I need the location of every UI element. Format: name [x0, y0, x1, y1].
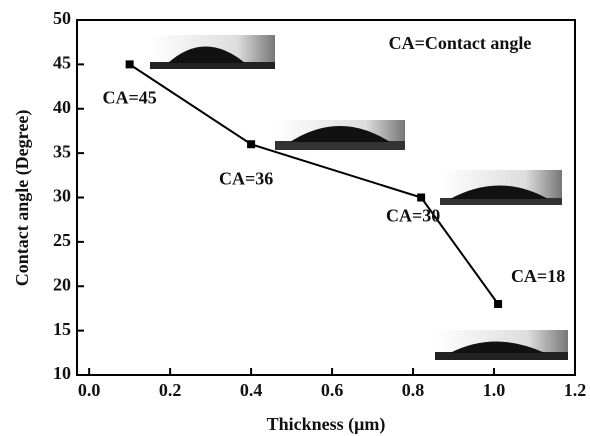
- y-tick-label: 50: [53, 8, 71, 28]
- y-tick-label: 25: [53, 230, 71, 250]
- y-axis-label: Contact angle (Degree): [12, 110, 33, 287]
- droplet-image: [435, 330, 568, 360]
- y-tick-label: 45: [53, 53, 71, 73]
- y-tick-label: 35: [53, 141, 71, 161]
- y-tick-label: 30: [53, 186, 71, 206]
- x-tick-label: 0.0: [78, 380, 101, 400]
- x-tick-label: 0.2: [159, 380, 182, 400]
- x-tick-label: 0.8: [402, 380, 425, 400]
- data-point: [494, 300, 502, 308]
- x-tick-label: 1.0: [483, 380, 506, 400]
- chart: CA=Contact angle Thickness (μm) Contact …: [0, 0, 590, 436]
- data-point: [126, 60, 134, 68]
- x-axis-label: Thickness (μm): [267, 414, 386, 435]
- data-point: [247, 140, 255, 148]
- data-label: CA=45: [103, 88, 157, 108]
- droplet-image: [150, 35, 275, 69]
- x-tick-label: 0.6: [321, 380, 344, 400]
- x-tick-label: 1.2: [564, 380, 587, 400]
- y-tick-label: 15: [53, 319, 71, 339]
- droplet-image: [440, 170, 562, 205]
- x-tick-label: 0.4: [240, 380, 263, 400]
- data-point: [417, 194, 425, 202]
- data-label: CA=30: [386, 206, 440, 226]
- y-tick-label: 10: [53, 363, 71, 383]
- data-label: CA=36: [219, 168, 273, 188]
- y-tick-label: 20: [53, 274, 71, 294]
- y-tick-label: 40: [53, 97, 71, 117]
- annotation: CA=Contact angle: [389, 33, 532, 53]
- droplet-image: [275, 120, 405, 150]
- data-label: CA=18: [511, 266, 565, 286]
